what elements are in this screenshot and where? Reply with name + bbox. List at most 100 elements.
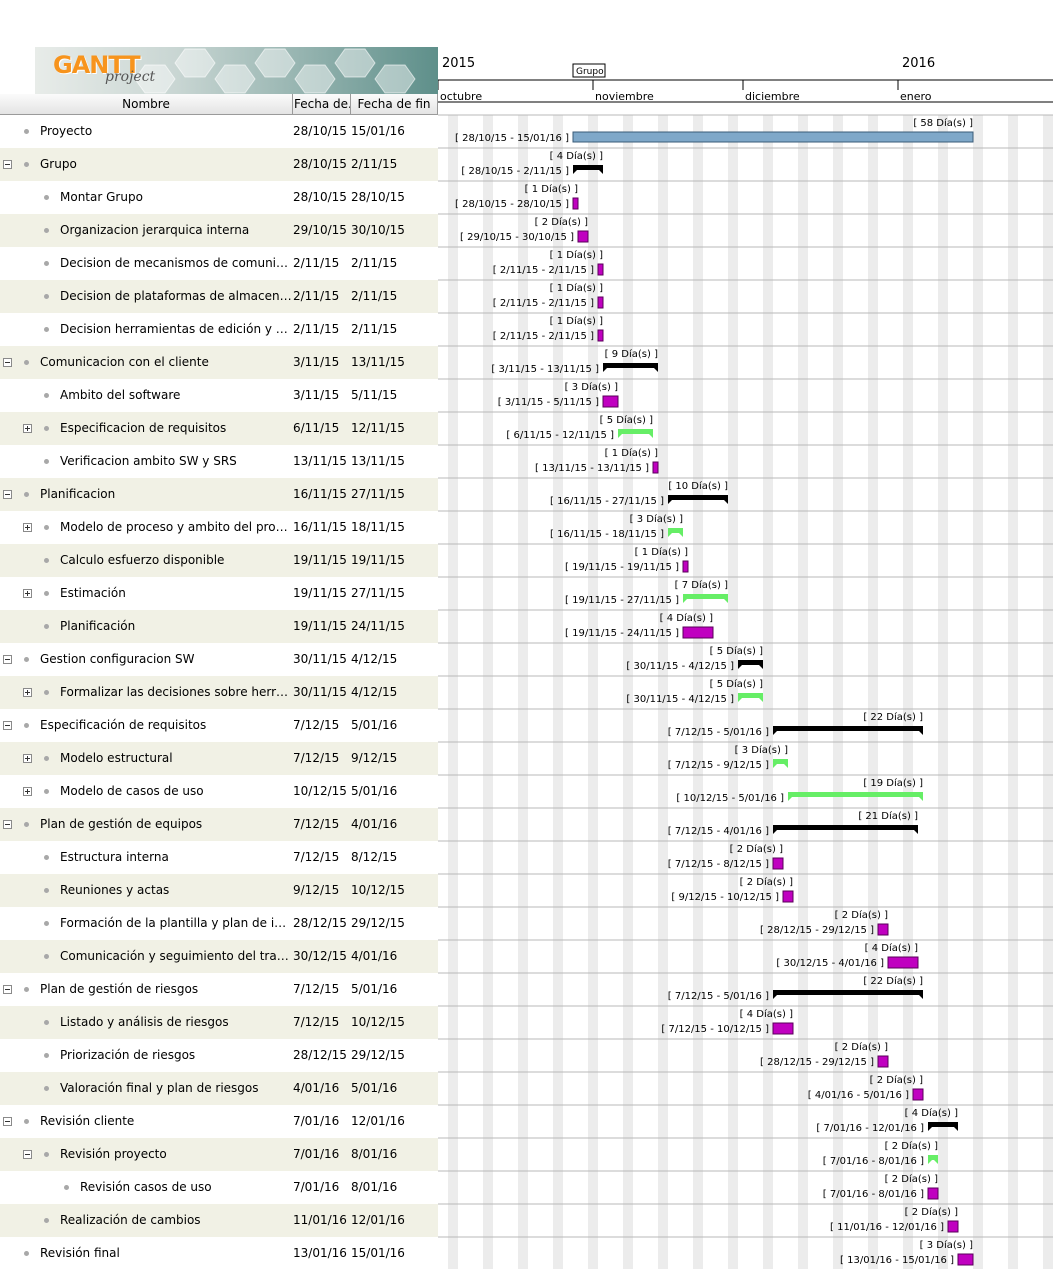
task-row[interactable]: Modelo de proceso y ambito del proyecto 1…: [0, 511, 438, 544]
task-bar[interactable]: [782, 890, 794, 903]
task-bar[interactable]: [682, 626, 714, 639]
task-row[interactable]: Realización de cambios 11/01/16 12/01/16: [0, 1204, 438, 1237]
task-bar[interactable]: [912, 1088, 924, 1101]
task-name[interactable]: Ambito del software: [60, 388, 181, 402]
task-bar[interactable]: [957, 1253, 974, 1266]
task-row[interactable]: Plan de gestión de riesgos 7/12/15 5/01/16: [0, 973, 438, 1006]
task-name[interactable]: Comunicacion con el cliente: [40, 355, 209, 369]
task-row[interactable]: Plan de gestión de equipos 7/12/15 4/01/16: [0, 808, 438, 841]
task-name[interactable]: Modelo de proceso y ambito del proyecto: [60, 520, 292, 534]
project-bar[interactable]: [572, 131, 974, 143]
collapse-icon[interactable]: [3, 1117, 12, 1126]
timeline-marker[interactable]: [572, 63, 606, 78]
task-row[interactable]: Revisión proyecto 7/01/16 8/01/16: [0, 1138, 438, 1171]
task-row[interactable]: Organizacion jerarquica interna 29/10/15 3…: [0, 214, 438, 247]
task-name[interactable]: Planificacion: [40, 487, 116, 501]
task-bar[interactable]: [597, 296, 604, 309]
task-row[interactable]: Comunicación y seguimiento del trabajo 30…: [0, 940, 438, 973]
column-header-end[interactable]: Fecha de fin: [351, 94, 438, 114]
task-row[interactable]: Ambito del software 3/11/15 5/11/15: [0, 379, 438, 412]
task-name[interactable]: Decision herramientas de edición y plani…: [60, 322, 292, 336]
task-bar[interactable]: [652, 461, 659, 474]
summary-bar[interactable]: [668, 495, 728, 504]
task-name[interactable]: Decision de plataformas de almacenamie..…: [60, 289, 292, 303]
summary-bar[interactable]: [773, 990, 923, 999]
expand-icon[interactable]: [23, 424, 32, 433]
task-name[interactable]: Plan de gestión de equipos: [40, 817, 203, 831]
expand-icon[interactable]: [23, 589, 32, 598]
task-row[interactable]: Formación de la plantilla y plan de info…: [0, 907, 438, 940]
task-name[interactable]: Estructura interna: [60, 850, 169, 864]
summary-bar[interactable]: [603, 363, 658, 372]
collapse-icon[interactable]: [3, 358, 12, 367]
task-name[interactable]: Decision de mecanismos de comunicacion: [60, 256, 292, 270]
task-bar[interactable]: [887, 956, 919, 969]
task-row[interactable]: Calculo esfuerzo disponible 19/11/15 19/11…: [0, 544, 438, 577]
collapsed-task-bar[interactable]: [738, 693, 763, 702]
task-row[interactable]: Modelo de casos de uso 10/12/15 5/01/16: [0, 775, 438, 808]
collapse-icon[interactable]: [23, 1150, 32, 1159]
summary-bar[interactable]: [573, 165, 603, 174]
collapsed-task-bar[interactable]: [618, 429, 653, 438]
task-row[interactable]: Montar Grupo 28/10/15 28/10/15: [0, 181, 438, 214]
summary-bar[interactable]: [738, 660, 763, 669]
task-name[interactable]: Proyecto: [40, 124, 93, 138]
task-name[interactable]: Especificacion de requisitos: [60, 421, 227, 435]
summary-bar[interactable]: [773, 825, 918, 834]
task-row[interactable]: Valoración final y plan de riesgos 4/01/1…: [0, 1072, 438, 1105]
expand-icon[interactable]: [23, 523, 32, 532]
collapsed-task-bar[interactable]: [683, 594, 728, 603]
task-name[interactable]: Modelo de casos de uso: [60, 784, 204, 798]
task-row[interactable]: Comunicacion con el cliente 3/11/15 13/11/…: [0, 346, 438, 379]
column-header-name[interactable]: Nombre: [0, 94, 293, 114]
task-bar[interactable]: [602, 395, 619, 408]
task-bar[interactable]: [947, 1220, 959, 1233]
task-name[interactable]: Estimación: [60, 586, 126, 600]
task-row[interactable]: Planificación 19/11/15 24/11/15: [0, 610, 438, 643]
task-row[interactable]: Formalizar las decisiones sobre herramie…: [0, 676, 438, 709]
expand-icon[interactable]: [23, 688, 32, 697]
task-name[interactable]: Revisión casos de uso: [80, 1180, 212, 1194]
task-row[interactable]: Especificación de requisitos 7/12/15 5/01/…: [0, 709, 438, 742]
summary-bar[interactable]: [928, 1122, 958, 1131]
task-row[interactable]: Planificacion 16/11/15 27/11/15: [0, 478, 438, 511]
task-name[interactable]: Planificación: [60, 619, 136, 633]
task-row[interactable]: Revisión casos de uso 7/01/16 8/01/16: [0, 1171, 438, 1204]
expand-icon[interactable]: [23, 787, 32, 796]
collapsed-task-bar[interactable]: [668, 528, 683, 537]
task-bar[interactable]: [877, 923, 889, 936]
task-name[interactable]: Modelo estructural: [60, 751, 173, 765]
task-row[interactable]: Especificacion de requisitos 6/11/15 12/11…: [0, 412, 438, 445]
task-name[interactable]: Revisión final: [40, 1246, 120, 1260]
task-bar[interactable]: [927, 1187, 939, 1200]
task-bar[interactable]: [572, 197, 579, 210]
task-row[interactable]: Decision herramientas de edición y plani…: [0, 313, 438, 346]
collapsed-task-bar[interactable]: [928, 1155, 938, 1164]
task-row[interactable]: Modelo estructural 7/12/15 9/12/15: [0, 742, 438, 775]
task-name[interactable]: Formación de la plantilla y plan de info…: [60, 916, 292, 930]
collapse-icon[interactable]: [3, 490, 12, 499]
collapse-icon[interactable]: [3, 160, 12, 169]
collapsed-task-bar[interactable]: [773, 759, 788, 768]
summary-bar[interactable]: [773, 726, 923, 735]
column-header-start[interactable]: Fecha de...: [293, 94, 351, 114]
task-name[interactable]: Verificacion ambito SW y SRS: [60, 454, 237, 468]
collapse-icon[interactable]: [3, 985, 12, 994]
task-row[interactable]: Revisión final 13/01/16 15/01/16: [0, 1237, 438, 1270]
task-row[interactable]: Reuniones y actas 9/12/15 10/12/15: [0, 874, 438, 907]
task-bar[interactable]: [597, 263, 604, 276]
task-name[interactable]: Gestion configuracion SW: [40, 652, 195, 666]
task-row[interactable]: Decision de plataformas de almacenamie..…: [0, 280, 438, 313]
task-bar[interactable]: [772, 1022, 794, 1035]
task-row[interactable]: Decision de mecanismos de comunicacion 2/…: [0, 247, 438, 280]
task-name[interactable]: Calculo esfuerzo disponible: [60, 553, 225, 567]
task-bar[interactable]: [682, 560, 689, 573]
task-row[interactable]: Estimación 19/11/15 27/11/15: [0, 577, 438, 610]
task-row[interactable]: Grupo 28/10/15 2/11/15: [0, 148, 438, 181]
task-name[interactable]: Comunicación y seguimiento del trabajo: [60, 949, 292, 963]
task-row[interactable]: Revisión cliente 7/01/16 12/01/16: [0, 1105, 438, 1138]
task-bar[interactable]: [597, 329, 604, 342]
task-name[interactable]: Valoración final y plan de riesgos: [60, 1081, 259, 1095]
task-name[interactable]: Montar Grupo: [60, 190, 143, 204]
collapse-icon[interactable]: [3, 820, 12, 829]
